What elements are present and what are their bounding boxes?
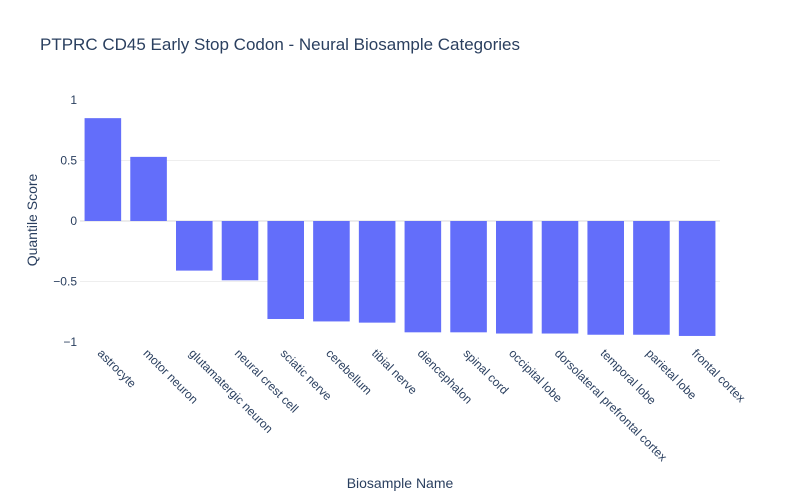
bar[interactable] xyxy=(541,221,579,334)
bar[interactable] xyxy=(221,221,259,281)
bar[interactable] xyxy=(358,221,396,323)
bar[interactable] xyxy=(450,221,487,333)
y-tick-label: −1 xyxy=(63,335,77,349)
x-tick-label: frontal cortex xyxy=(689,346,748,405)
bar[interactable] xyxy=(176,221,213,271)
bar[interactable] xyxy=(267,221,304,320)
y-tick-label: 1 xyxy=(70,93,77,107)
bar[interactable] xyxy=(313,221,350,322)
bar[interactable] xyxy=(84,118,122,221)
y-axis-ticks: 1 0.5 0 −0.5 −1 xyxy=(53,93,77,349)
bar[interactable] xyxy=(496,221,533,334)
x-axis-title: Biosample Name xyxy=(347,475,454,491)
bar[interactable] xyxy=(678,221,716,336)
bar[interactable] xyxy=(587,221,624,335)
bar[interactable] xyxy=(633,221,670,335)
bar[interactable] xyxy=(404,221,442,333)
bar[interactable] xyxy=(130,156,167,221)
x-tick-label: glutamatergic neuron xyxy=(186,346,276,436)
x-tick-label: astrocyte xyxy=(95,346,140,391)
y-tick-label: 0 xyxy=(70,214,77,228)
bars xyxy=(84,118,716,336)
y-tick-label: −0.5 xyxy=(53,275,77,289)
y-tick-label: 0.5 xyxy=(60,154,77,168)
x-tick-label: tibial nerve xyxy=(369,346,420,397)
chart-title: PTPRC CD45 Early Stop Codon - Neural Bio… xyxy=(40,35,520,54)
y-axis-title: Quantile Score xyxy=(24,173,40,266)
